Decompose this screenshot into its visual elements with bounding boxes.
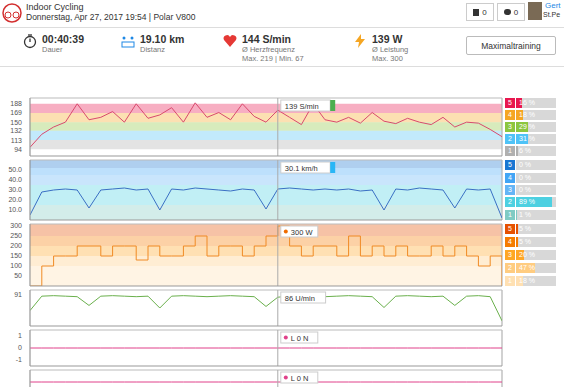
svg-text:10.0: 10.0 <box>8 206 22 213</box>
html-text:144 S/min: 144 S/min <box>242 33 291 45</box>
svg-text:150: 150 <box>10 119 22 126</box>
svg-text:250: 250 <box>10 232 22 239</box>
html-text:00:40:39: 00:40:39 <box>42 33 84 45</box>
html-text:Donnerstag, Apr 27, 2017 19:54: Donnerstag, Apr 27, 2017 19:54 | Polar V… <box>26 12 196 22</box>
svg-text:50: 50 <box>14 272 22 279</box>
html-text:16 %: 16 % <box>519 99 535 106</box>
html-text:4: 4 <box>508 111 512 118</box>
svg-text:132: 132 <box>10 127 22 134</box>
svg-text:30.1 km/h: 30.1 km/h <box>285 164 318 173</box>
html-text:47 %: 47 % <box>519 263 535 271</box>
svg-text:-1: -1 <box>16 356 22 363</box>
svg-text:30.0: 30.0 <box>8 186 22 193</box>
html-text:20 %: 20 % <box>519 251 535 258</box>
html-text:2: 2 <box>508 198 512 206</box>
html-text:Max. 300: Max. 300 <box>372 54 403 63</box>
html-text:0: 0 <box>513 7 519 17</box>
html-text:Max. 219 | Min. 67: Max. 219 | Min. 67 <box>242 54 304 63</box>
html-text:Gert: Gert <box>545 1 561 10</box>
svg-text:20.0: 20.0 <box>8 196 22 203</box>
html-text:139 W: 139 W <box>372 33 403 45</box>
html-text:5 %: 5 % <box>519 238 532 246</box>
html-text:4: 4 <box>508 173 512 181</box>
svg-text:113: 113 <box>11 137 22 144</box>
html-text:19.10 km: 19.10 km <box>140 33 185 45</box>
svg-text:50.0: 50.0 <box>8 166 22 173</box>
html-text:Indoor Cycling: Indoor Cycling <box>26 2 84 12</box>
svg-text:86 U/min: 86 U/min <box>285 294 315 303</box>
svg-text:150: 150 <box>10 252 22 259</box>
html-text:5: 5 <box>508 99 512 106</box>
svg-text:L 0 N: L 0 N <box>291 374 309 383</box>
html-text:5: 5 <box>508 161 512 169</box>
html-text:3: 3 <box>508 251 512 258</box>
html-text:2: 2 <box>508 135 512 142</box>
svg-text:169: 169 <box>10 109 22 116</box>
svg-text:100: 100 <box>10 262 22 269</box>
html-text:89 %: 89 % <box>519 198 535 206</box>
svg-text:91: 91 <box>14 291 22 298</box>
svg-text:139 S/min: 139 S/min <box>285 102 319 111</box>
html-text:Ø Herzfrequenz: Ø Herzfrequenz <box>242 45 295 54</box>
html-text:Dauer: Dauer <box>42 45 63 54</box>
html-text:1: 1 <box>508 147 512 154</box>
html-text:1: 1 <box>508 276 512 284</box>
svg-text:300: 300 <box>10 222 22 229</box>
svg-text:0: 0 <box>18 344 22 351</box>
html-text:3: 3 <box>508 123 512 130</box>
html-text:18 %: 18 % <box>519 276 535 284</box>
html-text:5: 5 <box>508 225 512 233</box>
html-text:0 %: 0 % <box>519 161 532 169</box>
html-text:5 %: 5 % <box>519 225 532 233</box>
html-text:Distanz: Distanz <box>140 45 165 54</box>
html-text:31 %: 31 % <box>519 135 535 142</box>
svg-text:200: 200 <box>10 242 22 249</box>
svg-text:1: 1 <box>18 332 22 339</box>
html-text:4: 4 <box>508 238 512 246</box>
html-text:3: 3 <box>508 186 512 193</box>
html-text:0: 0 <box>482 7 487 17</box>
svg-text:40.0: 40.0 <box>8 176 22 183</box>
html-text:18 %: 18 % <box>519 111 535 118</box>
html-text:2: 2 <box>508 263 512 271</box>
html-text:Maximaltraining: Maximaltraining <box>481 40 541 51</box>
html-text:St.Pe: St.Pe <box>543 11 561 18</box>
html-text:0 %: 0 % <box>519 186 532 193</box>
svg-text:L 0 N: L 0 N <box>291 334 309 343</box>
svg-text:188: 188 <box>10 100 22 107</box>
svg-text:300 W: 300 W <box>291 228 314 237</box>
html-text:0 %: 0 % <box>519 173 532 181</box>
html-text:1 %: 1 % <box>519 210 532 218</box>
html-text:Ø Leistung: Ø Leistung <box>372 45 409 54</box>
html-text:6 %: 6 % <box>519 147 532 154</box>
html-text:1: 1 <box>508 210 512 218</box>
html-text:29 %: 29 % <box>519 123 535 130</box>
svg-text:94: 94 <box>14 146 22 153</box>
